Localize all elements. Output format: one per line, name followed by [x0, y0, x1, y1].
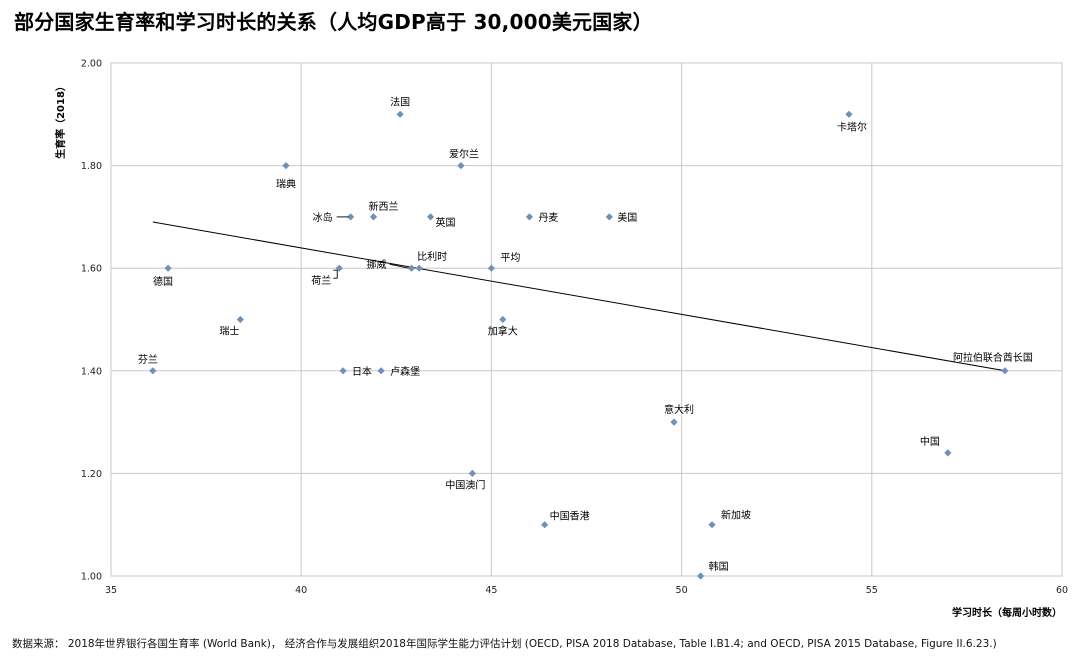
x-tick-label: 40: [295, 585, 307, 596]
y-tick-label: 1.20: [81, 469, 102, 480]
data-point-marker: [164, 264, 172, 272]
data-point-label: 加拿大: [488, 325, 518, 338]
data-point-marker: [670, 418, 678, 426]
data-point-marker: [396, 110, 404, 118]
y-tick-label: 1.00: [81, 572, 102, 583]
data-point-marker: [407, 264, 416, 272]
data-point-marker: [605, 213, 613, 221]
data-point-marker: [541, 521, 549, 529]
x-axis-title: 学习时长（每周小时数）: [952, 606, 1062, 619]
data-point-label: 新加坡: [721, 509, 751, 522]
data-point-marker: [1001, 367, 1009, 375]
data-point-label: 爱尔兰: [449, 148, 479, 161]
data-point-marker: [377, 367, 385, 375]
data-point-label: 比利时: [417, 251, 447, 263]
data-point-label: 中国: [920, 435, 940, 448]
data-point-label: 新西兰: [368, 200, 398, 213]
data-point-marker: [236, 315, 244, 324]
data-point-label: 挪威: [367, 258, 387, 271]
data-point-marker: [525, 213, 534, 221]
data-point-marker: [845, 110, 853, 118]
y-tick-label: 1.80: [81, 161, 102, 172]
data-point-label: 平均: [500, 252, 520, 264]
data-point-label: 韩国: [709, 560, 729, 573]
data-point-label: 荷兰: [311, 274, 331, 287]
data-point-marker: [944, 449, 952, 457]
source-note: 数据来源： 2018年世界银行各国生育率 (World Bank)， 经济合作与…: [12, 638, 997, 650]
x-tick-label: 50: [676, 585, 688, 596]
data-point-marker: [487, 264, 495, 272]
data-point-marker: [468, 469, 476, 477]
data-point-label: 中国澳门: [445, 478, 485, 491]
x-tick-label: 60: [1056, 585, 1068, 596]
data-point-marker: [457, 162, 465, 170]
x-tick-label: 45: [485, 585, 497, 596]
data-point-label: 意大利: [664, 403, 694, 416]
chart-title: 部分国家生育率和学习时长的关系（人均GDP高于 30,000美元国家）: [14, 10, 653, 34]
data-point-marker: [282, 162, 290, 170]
data-point-label: 瑞典: [276, 178, 296, 191]
data-point-marker: [415, 264, 423, 272]
data-point-label: 法国: [390, 95, 410, 108]
data-point-marker: [697, 572, 705, 580]
data-point-label: 德国: [153, 275, 173, 288]
data-point-label: 瑞士: [219, 325, 239, 338]
label-leader-line: [389, 263, 409, 269]
data-point-label: 卢森堡: [390, 365, 420, 378]
x-tick-label: 35: [105, 585, 117, 596]
y-tick-label: 1.60: [81, 264, 102, 275]
y-axis-title: 生育率（2018）: [54, 81, 67, 159]
label-leader-line: [333, 269, 338, 279]
data-point-marker: [339, 367, 347, 375]
y-tick-label: 2.00: [81, 59, 102, 70]
data-point-marker: [369, 213, 378, 221]
data-point-label: 阿拉伯联合酋长国: [953, 351, 1033, 364]
data-point-label: 英国: [436, 216, 456, 229]
data-point-marker: [149, 367, 157, 375]
data-point-marker: [708, 521, 716, 529]
plot-area: [110, 62, 1063, 577]
data-point-label: 美国: [617, 211, 637, 224]
y-tick-label: 1.40: [81, 366, 102, 377]
x-tick-label: 55: [866, 585, 878, 596]
data-point-label: 冰岛: [313, 211, 333, 224]
data-point-marker: [499, 315, 507, 324]
data-point-label: 中国香港: [550, 510, 590, 523]
data-point-label: 芬兰: [138, 353, 158, 366]
data-point-marker: [335, 264, 343, 272]
data-point-marker: [347, 213, 355, 221]
data-point-label: 卡塔尔: [837, 120, 867, 133]
trend-line: [152, 221, 1006, 372]
data-point-marker: [426, 213, 435, 221]
data-point-label: 日本: [352, 365, 372, 378]
data-point-label: 丹麦: [538, 212, 558, 224]
scatter-chart: 1.00 1.20 1.40 1.60 1.80 2.00 35 40 45 50 55 60 学习时长…: [54, 59, 1068, 620]
